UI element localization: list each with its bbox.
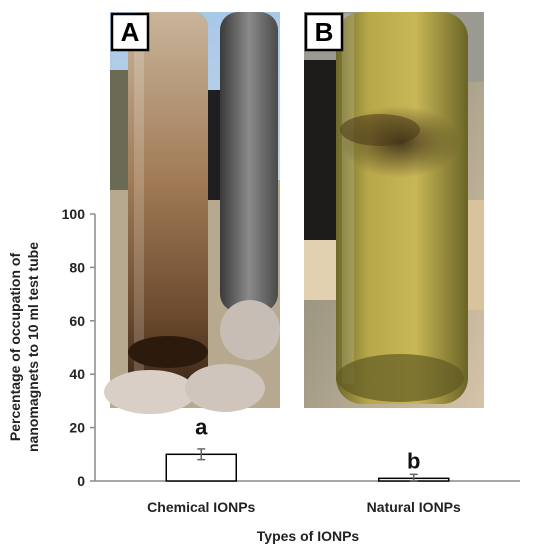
y-ticks: 0 20 40 60 80 100 bbox=[62, 206, 95, 489]
panel-b-label: B bbox=[315, 17, 334, 47]
panel-b-label-box: B bbox=[304, 12, 344, 52]
y-tick-label: 60 bbox=[69, 313, 85, 329]
y-tick-label: 100 bbox=[62, 206, 86, 222]
panel-a-label-box: A bbox=[110, 12, 150, 52]
photo-panel-b bbox=[304, 12, 484, 408]
significance-label: b bbox=[407, 448, 420, 473]
x-tick-label: Natural IONPs bbox=[367, 499, 461, 515]
panel-a-label: A bbox=[121, 17, 140, 47]
photo-panel-a bbox=[104, 12, 280, 414]
y-tick-label: 20 bbox=[69, 420, 85, 436]
bars: ab bbox=[165, 414, 450, 482]
y-axis-title-line1: Percentage of occupation of bbox=[7, 253, 23, 442]
y-tick-label: 80 bbox=[69, 259, 85, 275]
x-ticks: Chemical IONPs Natural IONPs bbox=[147, 499, 461, 515]
y-axis-title-line2: nanomagnets to 10 ml test tube bbox=[25, 242, 41, 452]
x-axis-title: Types of IONPs bbox=[257, 528, 360, 544]
y-tick-label: 40 bbox=[69, 366, 85, 382]
y-tick-label: 0 bbox=[77, 473, 85, 489]
significance-label: a bbox=[195, 414, 208, 439]
x-tick-label: Chemical IONPs bbox=[147, 499, 255, 515]
y-axis-title: Percentage of occupation of nanomagnets … bbox=[7, 242, 41, 452]
